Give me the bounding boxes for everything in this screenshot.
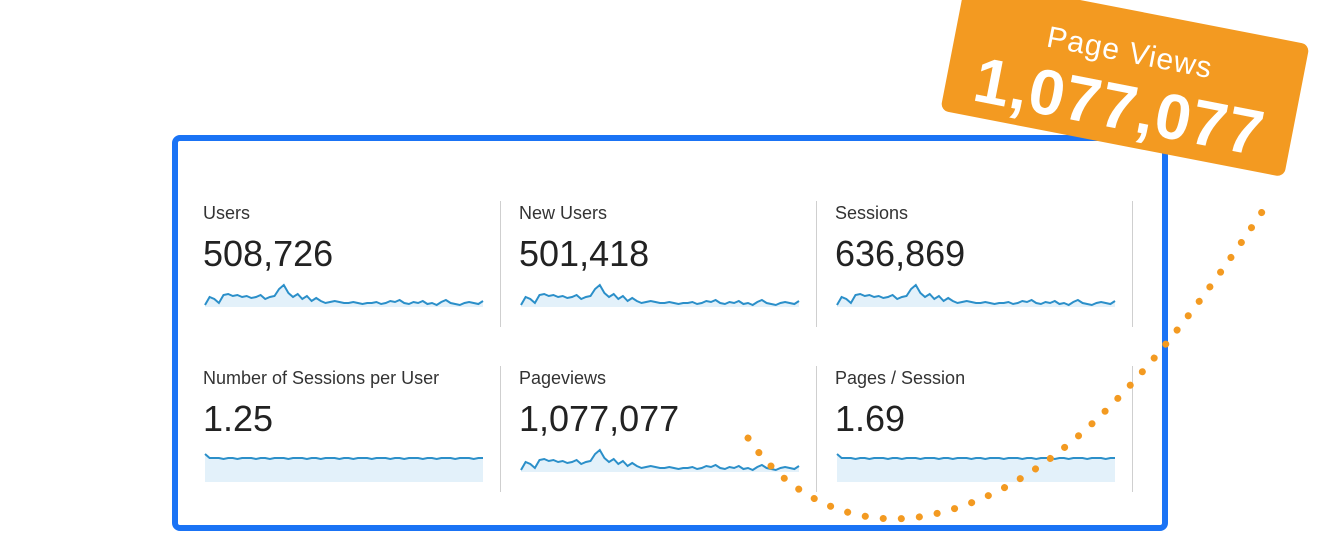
metric-sessions[interactable]: Sessions 636,869 [835, 203, 1135, 343]
metric-pageviews[interactable]: Pageviews 1,077,077 [519, 368, 819, 508]
sparkline [204, 283, 484, 307]
metric-value: 1.69 [835, 398, 906, 439]
sparkline-line [836, 283, 1116, 307]
sparkline-area [837, 285, 1115, 307]
metric-label: Number of Sessions per User [203, 368, 440, 388]
metric-value: 508,726 [203, 233, 334, 274]
metric-new-users[interactable]: New Users 501,418 [519, 203, 819, 343]
metric-label: New Users [519, 203, 608, 223]
metric-value: 1.25 [203, 398, 274, 439]
column-divider [816, 201, 817, 327]
metric-label: Users [203, 203, 251, 223]
sparkline-area [521, 450, 799, 472]
sparkline-line [520, 283, 800, 307]
metric-value: 501,418 [519, 233, 650, 274]
sparkline-line [836, 453, 1115, 461]
column-divider [500, 201, 501, 327]
sparkline [836, 283, 1116, 307]
metric-value: 1,077,077 [519, 398, 680, 439]
sparkline [520, 448, 800, 472]
metric-label: Pageviews [519, 368, 607, 388]
column-divider [1132, 366, 1133, 492]
metric-users[interactable]: Users 508,726 [203, 203, 503, 343]
metric-pages-per-session[interactable]: Pages / Session 1.69 [835, 368, 1135, 508]
sparkline-area [205, 285, 483, 307]
metric-label: Pages / Session [835, 368, 966, 388]
sparkline-area [837, 454, 1115, 482]
sparkline-line [204, 453, 483, 461]
sparkline [204, 453, 483, 482]
sparkline [520, 283, 800, 307]
column-divider [816, 366, 817, 492]
column-divider [500, 366, 501, 492]
metrics-panel: Users 508,726 New Users 501,418 Sessions… [172, 135, 1168, 531]
sparkline-line [520, 448, 800, 472]
sparkline [836, 453, 1115, 482]
sparkline-line [204, 283, 484, 307]
sparkline-area [521, 285, 799, 307]
metric-sessions-per-user[interactable]: Number of Sessions per User 1.25 [203, 368, 503, 508]
sparkline-area [205, 454, 483, 482]
metric-label: Sessions [835, 203, 909, 223]
column-divider [1132, 201, 1133, 327]
metric-value: 636,869 [835, 233, 966, 274]
